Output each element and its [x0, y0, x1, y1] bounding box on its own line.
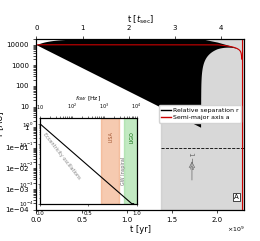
- Y-axis label: r [AU]: r [AU]: [0, 112, 4, 136]
- Text: $\times 10^9$: $\times 10^9$: [227, 225, 244, 234]
- Text: GW Inspiral: GW Inspiral: [121, 157, 126, 185]
- Text: LIGO: LIGO: [130, 131, 135, 143]
- Text: $1-e$: $1-e$: [187, 151, 197, 170]
- X-axis label: $f_{GW}$ [Hz]: $f_{GW}$ [Hz]: [75, 94, 101, 103]
- Bar: [101, 118, 119, 204]
- Text: Eccentricity oscillations: Eccentricity oscillations: [42, 132, 81, 181]
- X-axis label: t [$t_\mathrm{sec}$]: t [$t_\mathrm{sec}$]: [127, 13, 154, 26]
- X-axis label: t [yr]: t [yr]: [130, 225, 151, 234]
- Bar: [124, 118, 136, 204]
- Bar: [161, 39, 244, 210]
- Text: LISA: LISA: [109, 132, 114, 142]
- Legend: Relative separation r, Semi-major axis a: Relative separation r, Semi-major axis a: [159, 105, 241, 123]
- Text: A: A: [234, 194, 239, 200]
